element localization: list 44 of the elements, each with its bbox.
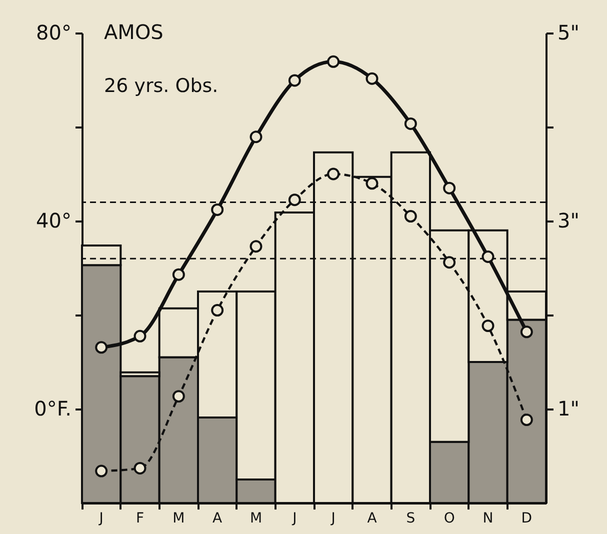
point bbox=[327, 55, 340, 68]
point bbox=[443, 256, 456, 269]
point bbox=[95, 341, 108, 354]
point bbox=[211, 304, 224, 317]
x-tick-label: M bbox=[172, 510, 185, 526]
x-tick-label: A bbox=[367, 510, 378, 526]
y-tick-label: 0°F. bbox=[34, 396, 72, 420]
x-tick-label: J bbox=[98, 510, 104, 526]
x-tick-label: A bbox=[212, 510, 223, 526]
point bbox=[404, 117, 417, 130]
x-tick-label: J bbox=[330, 510, 336, 526]
point bbox=[172, 390, 185, 403]
point bbox=[366, 72, 378, 85]
point bbox=[288, 194, 301, 206]
x-tick-label: J bbox=[292, 510, 297, 526]
point bbox=[366, 177, 378, 190]
chart-title: AMOS bbox=[104, 20, 164, 44]
x-tick-label: O bbox=[444, 510, 455, 526]
point bbox=[404, 210, 417, 223]
point bbox=[172, 268, 185, 281]
x-tick-label: D bbox=[521, 510, 532, 526]
x-tick-label: F bbox=[136, 510, 144, 526]
point bbox=[443, 182, 456, 194]
point bbox=[134, 462, 146, 474]
y2-tick-label: 5" bbox=[558, 20, 580, 44]
text: 26 yrs. Obs. bbox=[104, 75, 218, 97]
y2-tick-label: 3" bbox=[558, 208, 580, 232]
x-tick-label: N bbox=[482, 510, 494, 526]
point bbox=[211, 203, 224, 216]
point bbox=[482, 250, 494, 263]
point bbox=[250, 240, 262, 253]
point bbox=[482, 320, 494, 332]
x-tick-label: M bbox=[250, 510, 262, 526]
point bbox=[288, 74, 301, 87]
y-tick-label: 40° bbox=[36, 208, 72, 232]
point bbox=[520, 326, 533, 338]
y2-tick-label: 1" bbox=[558, 396, 580, 420]
point bbox=[520, 414, 533, 426]
point bbox=[95, 464, 108, 478]
point bbox=[327, 168, 340, 180]
y-tick-label: 80° bbox=[36, 20, 72, 44]
point bbox=[250, 130, 262, 144]
point bbox=[134, 330, 146, 342]
x-tick-label: S bbox=[406, 510, 416, 526]
